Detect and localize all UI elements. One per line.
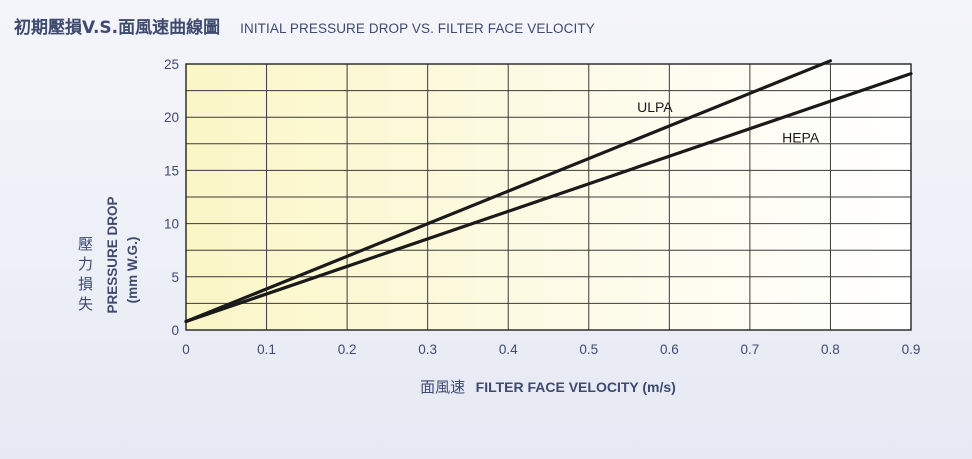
series-label-hepa: HEPA — [782, 130, 820, 146]
x-tick-label: 0.5 — [579, 342, 598, 357]
x-tick-label: 0.4 — [499, 342, 518, 357]
y-axis-label-cn-1: 壓 — [78, 235, 93, 253]
chart-title: 初期壓損V.S.面風速曲線圖 INITIAL PRESSURE DROP VS.… — [14, 13, 595, 38]
y-tick-label: 25 — [164, 57, 179, 72]
plot-frame — [185, 63, 912, 331]
series-label-ulpa: ULPA — [637, 99, 673, 115]
y-tick-label: 20 — [164, 110, 179, 125]
x-tick-label: 0 — [182, 342, 190, 357]
y-axis-label-en-2: (mm W.G.) — [125, 237, 140, 304]
y-axis-label-cn-4: 失 — [78, 295, 93, 313]
series-lines: ULPA HEPA — [184, 59, 913, 324]
x-axis-ticks: 0 0.1 0.2 0.3 0.4 0.5 0.6 0.7 0.8 0.9 — [182, 342, 920, 357]
series-line-hepa — [184, 71, 913, 324]
x-axis-label-en: FILTER FACE VELOCITY (m/s) — [476, 379, 676, 395]
x-tick-label: 0.6 — [660, 342, 679, 357]
y-axis-label-cn-3: 損 — [78, 275, 93, 293]
y-tick-label: 0 — [171, 323, 179, 338]
y-tick-label: 10 — [164, 217, 179, 232]
chart-title-en: INITIAL PRESSURE DROP VS. FILTER FACE VE… — [240, 21, 595, 36]
y-axis-label-cn-2: 力 — [78, 255, 93, 273]
x-axis-label: 面風速 FILTER FACE VELOCITY (m/s) — [420, 378, 676, 396]
chart-title-cn: 初期壓損V.S.面風速曲線圖 — [14, 18, 221, 38]
x-tick-label: 0.9 — [902, 342, 921, 357]
x-tick-label: 0.8 — [821, 342, 840, 357]
y-tick-label: 15 — [164, 163, 179, 178]
y-axis-label: 壓 力 損 失 PRESSURE DROP (mm W.G.) — [78, 196, 140, 313]
x-tick-label: 0.2 — [338, 342, 357, 357]
x-tick-label: 0.7 — [740, 342, 759, 357]
x-tick-label: 0.1 — [257, 342, 276, 357]
y-tick-label: 5 — [171, 270, 179, 285]
y-axis-ticks: 0 5 10 15 20 25 — [164, 57, 179, 338]
y-axis-label-en-1: PRESSURE DROP — [105, 196, 120, 313]
x-axis-label-cn: 面風速 — [420, 378, 465, 396]
series-line-ulpa — [184, 59, 833, 324]
x-tick-label: 0.3 — [418, 342, 437, 357]
